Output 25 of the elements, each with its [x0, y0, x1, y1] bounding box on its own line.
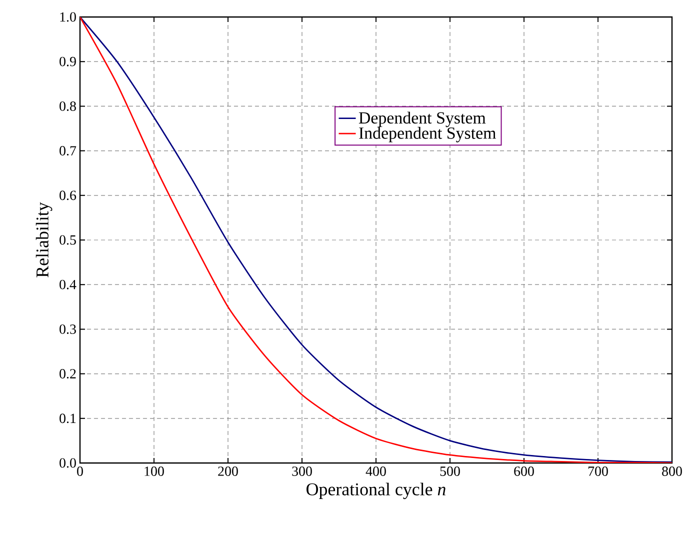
y-tick-label: 0.0	[60, 458, 76, 468]
x-axis-title: Operational cycle n	[306, 482, 446, 500]
y-tick-label: 0.8	[60, 101, 76, 111]
y-tick-label: 1.0	[60, 12, 76, 22]
y-tick-label: 0.9	[60, 56, 76, 66]
x-tick-label: 800	[662, 466, 682, 476]
x-tick-label: 400	[366, 466, 386, 476]
y-tick-label: 0.7	[60, 146, 76, 156]
y-tick-label: 0.1	[60, 414, 76, 424]
y-tick-label: 0.2	[60, 369, 76, 379]
y-tick-label: 0.4	[60, 280, 76, 290]
x-tick-label: 700	[588, 466, 608, 476]
x-tick-label: 500	[440, 466, 460, 476]
x-tick-label: 600	[514, 466, 534, 476]
y-tick-label: 0.6	[60, 190, 76, 200]
x-tick-label: 0	[77, 466, 83, 476]
x-tick-label: 200	[218, 466, 238, 476]
legend-label: Dependent System	[358, 112, 486, 128]
y-tick-label: 0.3	[60, 324, 76, 334]
x-tick-label: 100	[144, 466, 164, 476]
x-tick-label: 300	[292, 466, 312, 476]
legend-label: Independent System	[359, 126, 496, 142]
line-series	[80, 16, 672, 463]
y-axis-title: Reliability	[36, 202, 52, 278]
y-tick-label: 0.5	[60, 235, 76, 245]
